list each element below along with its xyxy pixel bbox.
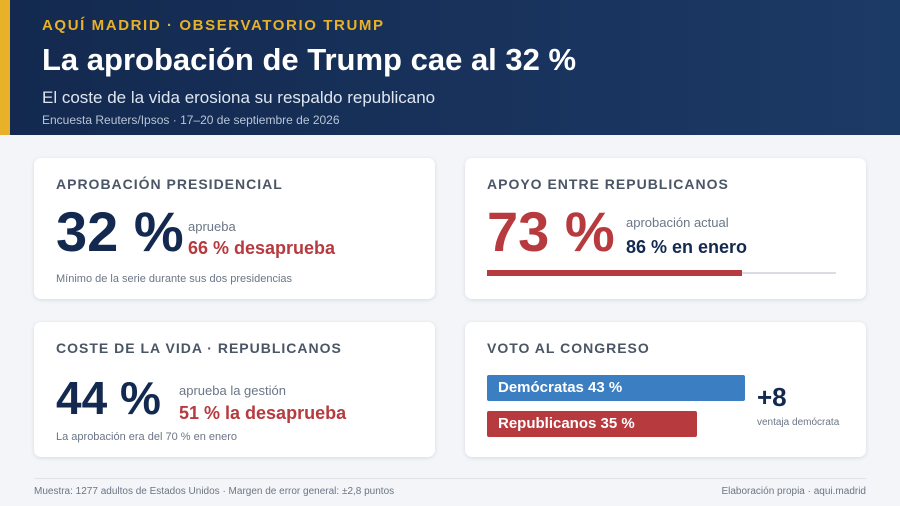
cost-card-title: COSTE DE LA VIDA · REPUBLICANOS [56, 340, 342, 356]
congress-margin: +8 [757, 382, 787, 412]
survey-source: Encuesta Reuters/Ipsos · 17–20 de septie… [42, 113, 340, 127]
republicans-card: APOYO ENTRE REPUBLICANOS 73 % aprobación… [465, 158, 866, 299]
approval-card-title: APROBACIÓN PRESIDENCIAL [56, 176, 283, 192]
approval-card: APROBACIÓN PRESIDENCIAL 32 % aprueba 66 … [34, 158, 435, 299]
cost-note: La aprobación era del 70 % en enero [56, 431, 238, 443]
republicans-card-title: APOYO ENTRE REPUBLICANOS [487, 176, 729, 192]
republicans-current-label: aprobación actual [626, 215, 729, 230]
footer-divider [34, 478, 866, 479]
congress-card: VOTO AL CONGRESO Demócratas 43 % Republi… [465, 322, 866, 457]
cost-approve-label: aprueba la gestión [179, 383, 286, 398]
republicans-bar: Republicanos 35 % [487, 411, 697, 437]
republicans-january-label: 86 % en enero [626, 237, 748, 257]
header-kicker: AQUÍ MADRID · OBSERVATORIO TRUMP [42, 17, 385, 34]
democrats-bar: Demócratas 43 % [487, 375, 745, 401]
congress-margin-label: ventaja demócrata [757, 417, 840, 428]
page-subtitle: El coste de la vida erosiona su respaldo… [42, 88, 436, 107]
cost-disapprove-label: 51 % la desaprueba [179, 403, 347, 423]
congress-card-title: VOTO AL CONGRESO [487, 340, 650, 356]
cost-value: 44 % [56, 372, 161, 424]
approval-note: Mínimo de la serie durante sus dos presi… [56, 273, 293, 285]
republicans-value: 73 % [487, 200, 615, 263]
header-banner: AQUÍ MADRID · OBSERVATORIO TRUMP La apro… [0, 0, 900, 135]
approval-value: 32 % [56, 200, 184, 263]
header-accent-stripe [0, 0, 10, 135]
approval-approve-label: aprueba [188, 219, 236, 234]
approval-disapprove-label: 66 % desaprueba [188, 238, 336, 258]
footer-sample-note: Muestra: 1277 adultos de Estados Unidos … [34, 486, 395, 497]
footer-credit: Elaboración propia · aqui.madrid [721, 486, 866, 497]
cost-card: COSTE DE LA VIDA · REPUBLICANOS 44 % apr… [34, 322, 435, 457]
page-title: La aprobación de Trump cae al 32 % [42, 42, 577, 77]
republicans-bar-fill [487, 270, 742, 276]
